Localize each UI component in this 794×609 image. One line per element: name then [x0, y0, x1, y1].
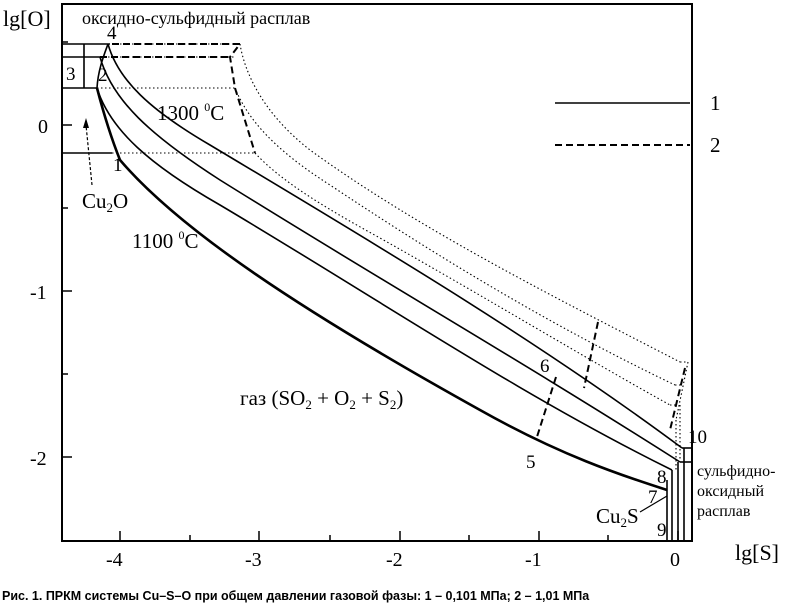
- x-tick-0: 0: [670, 549, 680, 571]
- point-label-9: 9: [657, 520, 667, 541]
- x-tick-minus1: -1: [525, 549, 542, 571]
- point-label-1: 1: [113, 155, 123, 176]
- svg-text:сульфидно-: сульфидно-: [697, 463, 775, 480]
- cu2s-pointer: [639, 495, 668, 513]
- point-label-6: 6: [540, 356, 550, 377]
- x-tick-minus2: -2: [386, 549, 403, 571]
- dashed-boundaries: [100, 43, 686, 441]
- y-tick-minus2: -2: [30, 448, 47, 470]
- legend: 1 2: [555, 91, 721, 157]
- point-label-8: 8: [657, 467, 667, 488]
- right-vertical-boundaries: [666, 405, 685, 541]
- cu2o-pointer: [83, 118, 93, 186]
- legend-dashed-label: 2: [710, 133, 721, 157]
- point-label-5: 5: [526, 452, 536, 473]
- x-axis-ticks: [119, 531, 679, 541]
- point-label-4: 4: [107, 23, 117, 44]
- right-melt-label: сульфидно- оксидный расплав: [697, 463, 775, 520]
- point-labels: 1 2 3 4 5 6 7 8 9 10: [66, 23, 707, 541]
- temp-1100-label: 1100 0C: [132, 228, 199, 253]
- legend-solid-label: 1: [710, 91, 721, 115]
- x-axis-title: lg[S]: [735, 540, 779, 565]
- x-tick-minus4: -4: [106, 549, 123, 571]
- y-axis-ticks: [62, 41, 72, 458]
- solid-curves: [95, 43, 692, 492]
- point-label-3: 3: [66, 64, 76, 85]
- point-label-10: 10: [688, 427, 707, 448]
- x-tick-minus3: -3: [245, 549, 262, 571]
- y-axis-title: lg[O]: [3, 6, 51, 31]
- point-label-2: 2: [98, 65, 108, 86]
- figure-caption: Рис. 1. ПРКМ системы Cu–S–O при общем да…: [2, 589, 590, 603]
- y-tick-minus1: -1: [30, 282, 47, 304]
- svg-text:оксидный: оксидный: [697, 483, 764, 500]
- left-horizontal-boundaries: [62, 43, 112, 154]
- svg-text:расплав: расплав: [697, 503, 751, 520]
- cu2s-label: Cu2S: [596, 504, 639, 530]
- cu2o-label: Cu2O: [82, 189, 128, 215]
- y-tick-0: 0: [38, 116, 48, 138]
- region-top-melt-label: оксидно-сульфидный расплав: [82, 8, 310, 28]
- temp-1300-label: 1300 0C: [157, 100, 224, 125]
- point-label-7: 7: [648, 487, 658, 508]
- plot-frame: [61, 3, 693, 542]
- gas-region-label: газ (SO2 + O2 + S2): [240, 386, 403, 412]
